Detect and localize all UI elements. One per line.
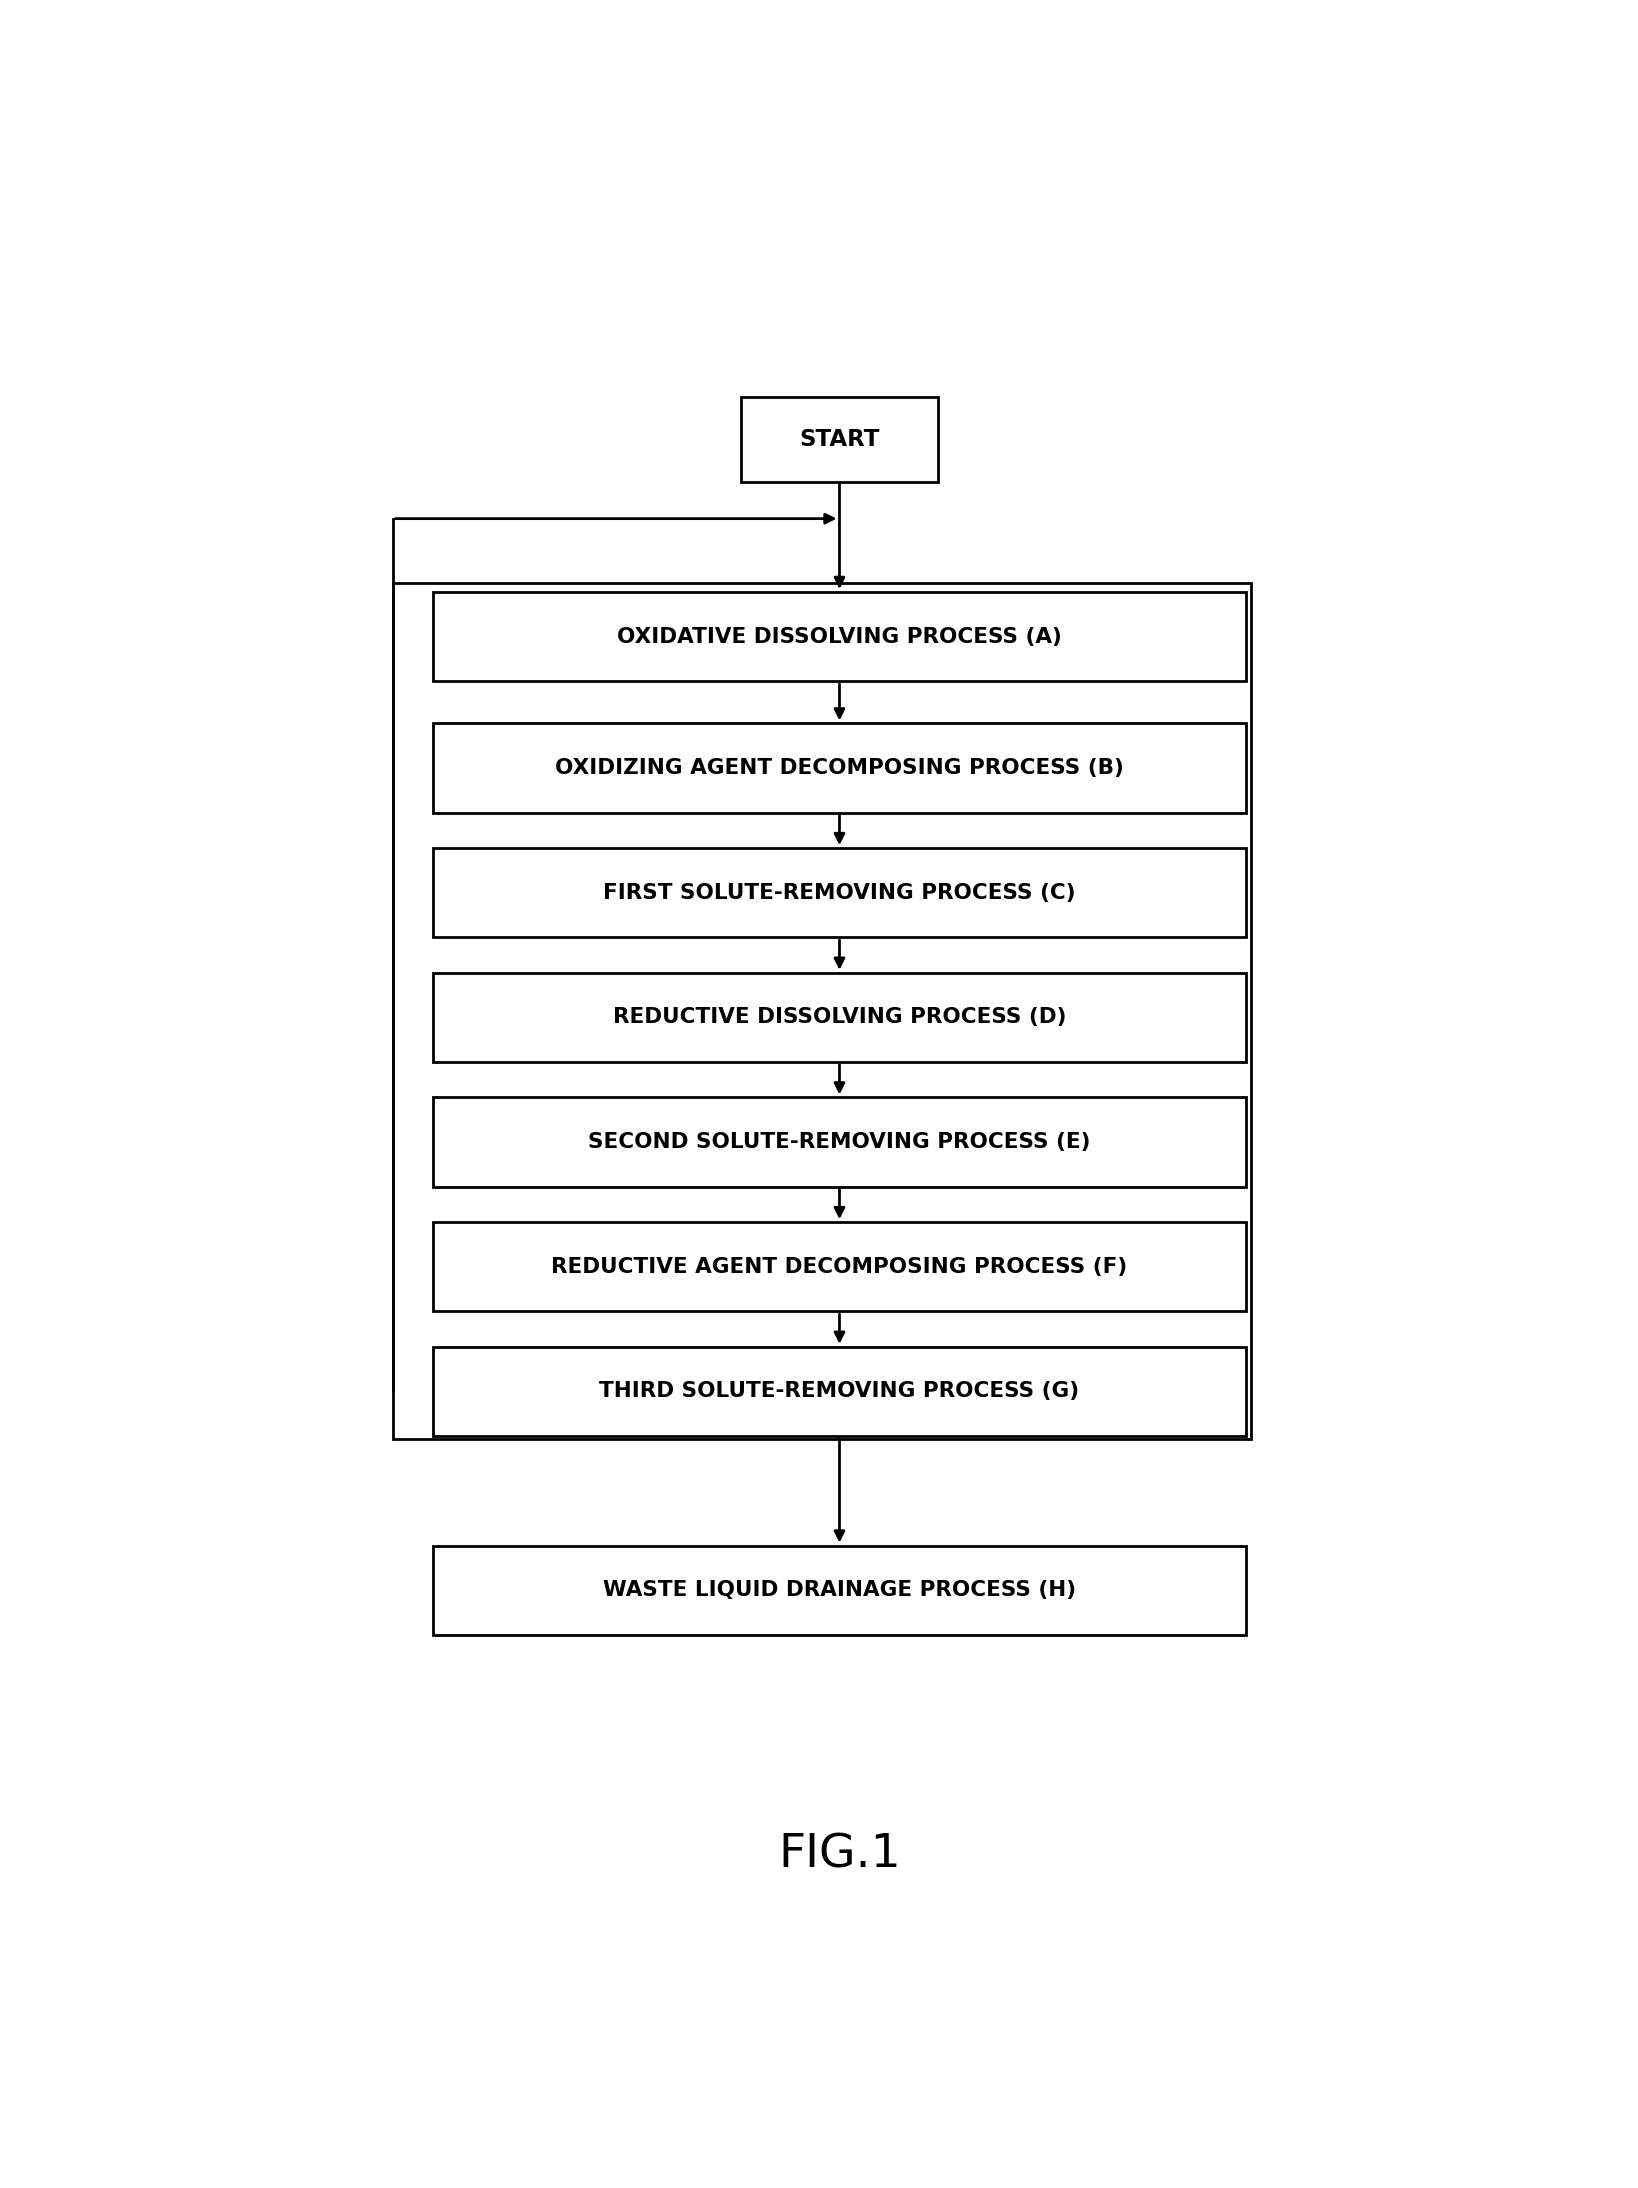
Text: OXIDIZING AGENT DECOMPOSING PROCESS (B): OXIDIZING AGENT DECOMPOSING PROCESS (B) [555,757,1124,779]
Text: REDUCTIVE AGENT DECOMPOSING PROCESS (F): REDUCTIVE AGENT DECOMPOSING PROCESS (F) [552,1256,1127,1276]
Text: REDUCTIVE DISSOLVING PROCESS (D): REDUCTIVE DISSOLVING PROCESS (D) [613,1006,1066,1028]
Text: THIRD SOLUTE-REMOVING PROCESS (G): THIRD SOLUTE-REMOVING PROCESS (G) [600,1381,1079,1400]
Text: WASTE LIQUID DRAINAGE PROCESS (H): WASTE LIQUID DRAINAGE PROCESS (H) [603,1580,1076,1599]
Text: FIRST SOLUTE-REMOVING PROCESS (C): FIRST SOLUTE-REMOVING PROCESS (C) [603,882,1076,904]
Bar [432,1098,1247,1186]
Bar [432,1223,1247,1311]
Text: START: START [799,429,880,451]
Bar [393,582,1251,1438]
Bar [432,974,1247,1061]
Bar [432,1346,1247,1435]
Text: FIG.1: FIG.1 [778,1831,901,1877]
Bar [432,593,1247,680]
Bar [432,849,1247,936]
Bar [740,398,939,481]
Text: OXIDATIVE DISSOLVING PROCESS (A): OXIDATIVE DISSOLVING PROCESS (A) [618,626,1061,648]
Bar [432,1545,1247,1634]
Text: SECOND SOLUTE-REMOVING PROCESS (E): SECOND SOLUTE-REMOVING PROCESS (E) [588,1131,1091,1153]
Bar [432,724,1247,812]
